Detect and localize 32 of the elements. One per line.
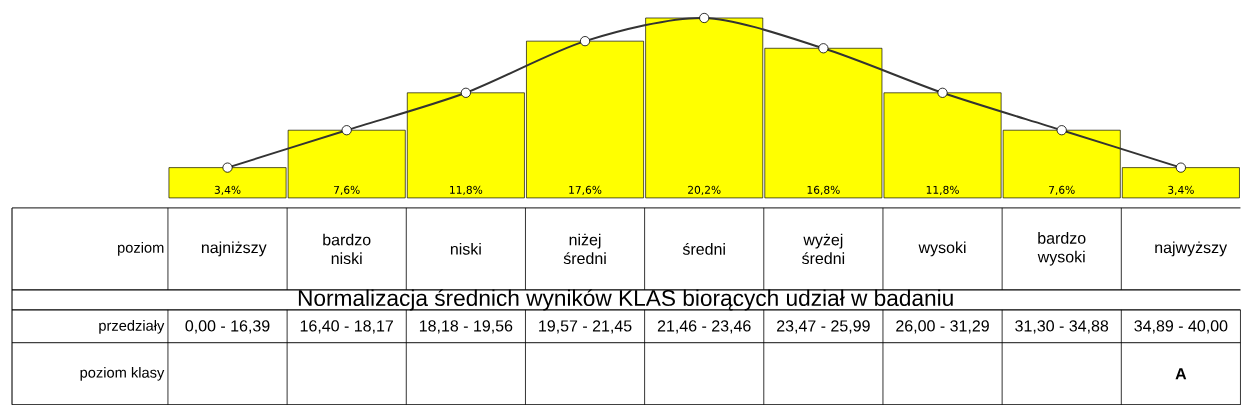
data-label: 7,6% — [1049, 185, 1075, 195]
text: 18,18 - 19,56 — [419, 320, 513, 334]
data-label: 20,2% — [688, 185, 721, 195]
text: 34,89 - 40,00 — [1134, 320, 1228, 334]
x-tick-label: średni — [682, 242, 725, 255]
x-tick-label: niski — [450, 242, 481, 255]
data-label: 3,4% — [214, 185, 241, 195]
data-label: 16,8% — [807, 185, 840, 195]
data-label: 7,6% — [334, 185, 360, 195]
text: 31,30 - 34,88 — [1015, 320, 1109, 334]
text: 19,57 - 21,45 — [539, 320, 632, 334]
x-tick-label: najniższy — [201, 241, 267, 257]
data-label: 11,8% — [450, 185, 483, 195]
x-tick-label: bardzo niski — [323, 233, 371, 264]
data-label: 11,8% — [926, 185, 959, 195]
text: poziom — [118, 241, 164, 256]
text: przedziały — [99, 319, 165, 334]
x-tick-label: wysoki — [918, 241, 966, 257]
text: A — [1175, 368, 1187, 380]
text: 21,46 - 23,46 — [657, 320, 751, 334]
text: 16,40 - 18,17 — [300, 320, 393, 334]
x-tick-label: wyżej średni — [802, 233, 845, 264]
text: 0,00 - 16,39 — [185, 320, 270, 334]
text: Normalizacja średnich wyników KLAS biorących udział w badaniu — [298, 288, 953, 311]
data-label: 17,6% — [569, 185, 602, 195]
text: poziom klasy — [80, 366, 165, 381]
text: 23,47 - 25,99 — [777, 320, 870, 334]
x-tick-label: niżej średni — [563, 233, 606, 264]
x-tick-label: najwyższy — [1155, 241, 1228, 257]
text: 26,00 - 31,29 — [896, 320, 989, 334]
x-tick-label: bardzo wysoki — [1037, 231, 1086, 266]
data-label: 3,4% — [1168, 185, 1194, 195]
